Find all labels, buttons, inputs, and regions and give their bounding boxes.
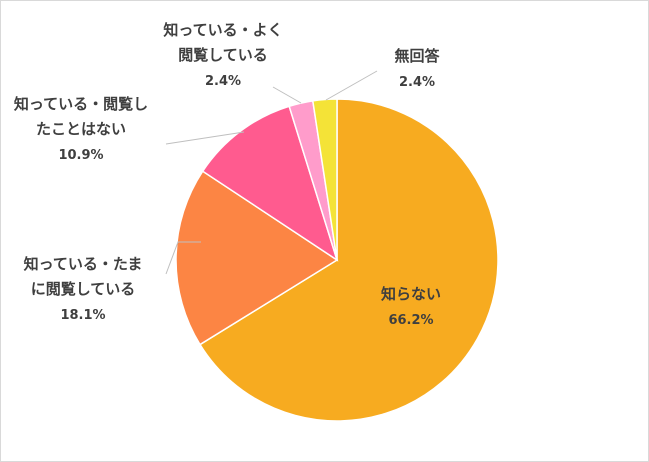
slice-category-text: 知らない: [381, 285, 441, 303]
leader-line-4: [272, 86, 302, 104]
slice-category-text: 閲覧している: [178, 46, 268, 64]
slice-value-text: 10.9%: [58, 148, 103, 163]
pie-slice-3: [201, 105, 339, 262]
pie-slice-1: [198, 98, 499, 422]
leader-line-2: [165, 241, 201, 275]
slice-category-text: たことはない: [36, 120, 126, 138]
leader-line-5: [325, 70, 378, 101]
slice-category-text: 知っている・閲覧し: [14, 95, 148, 113]
leader-line-3: [165, 131, 245, 145]
slice-value-text: 18.1%: [60, 308, 105, 323]
slice-category-text: 知っている・たま: [24, 255, 143, 273]
slice-value-text: 2.4%: [399, 75, 435, 90]
slice-label-1: 知らない 66.2%: [381, 285, 441, 328]
slice-value-text: 2.4%: [205, 74, 241, 89]
pie-slice-5: [311, 98, 338, 261]
slice-value-text: 66.2%: [388, 313, 433, 328]
pie-slice-2: [175, 170, 339, 346]
slice-category-text: 無回答: [394, 47, 440, 65]
slice-label-5: 無回答 2.4%: [394, 47, 440, 90]
slice-category-text: 知っている・よく: [163, 21, 282, 39]
slice-category-text: に閲覧している: [31, 280, 136, 298]
